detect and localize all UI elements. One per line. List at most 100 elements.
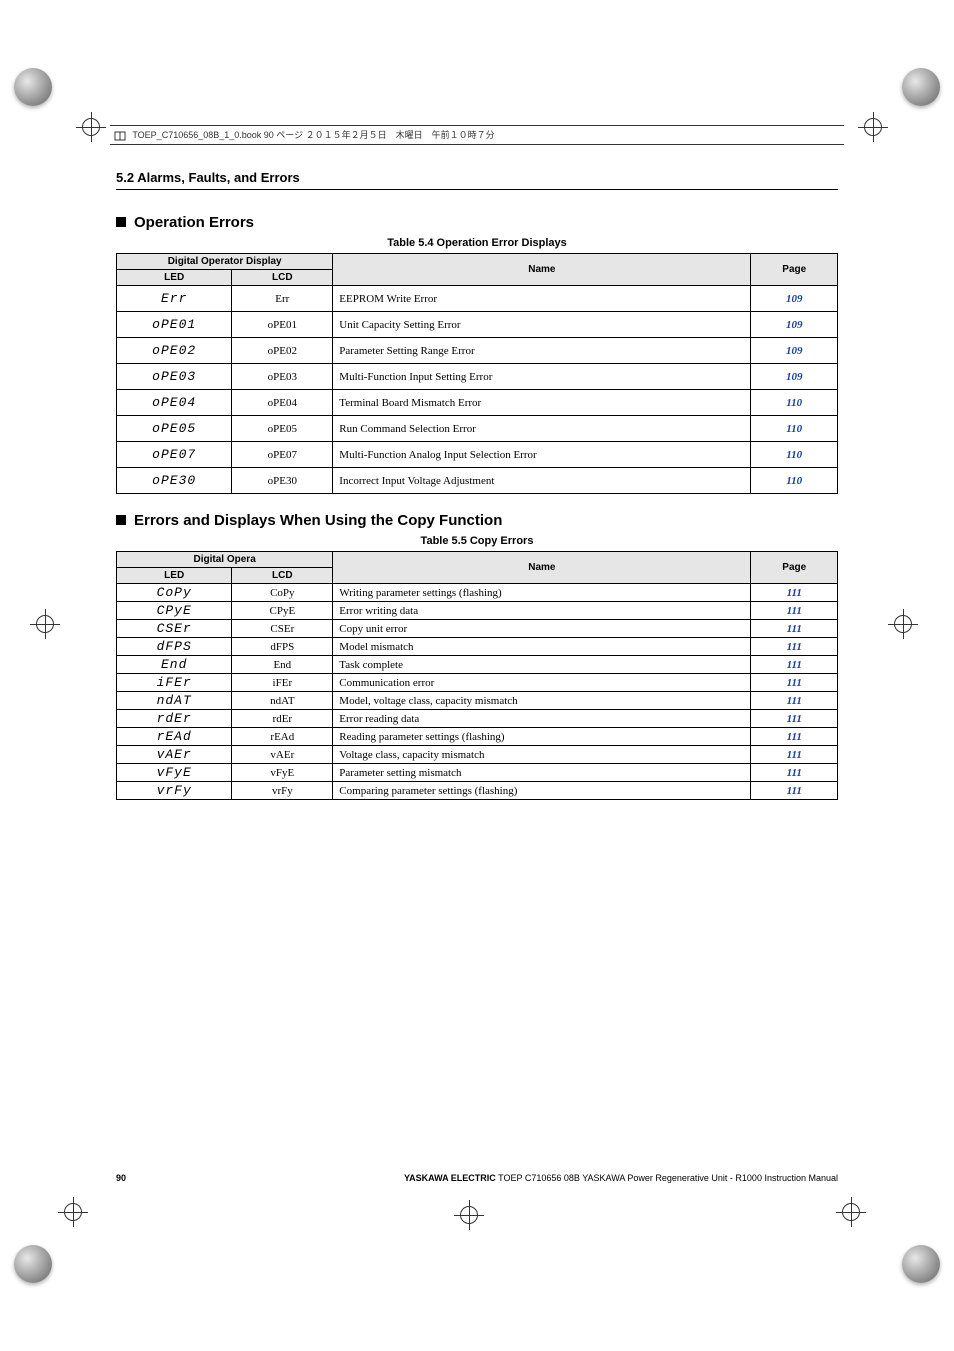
table-row: dFPSdFPSModel mismatch111 <box>117 638 838 656</box>
footer-doc-text: TOEP C710656 08B YASKAWA Power Regenerat… <box>496 1173 838 1183</box>
copy-error-table: Digital Opera Name Page LED LCD CoPyCoPy… <box>116 551 838 800</box>
page-link[interactable]: 111 <box>751 674 838 692</box>
table-row: oPE05oPE05Run Command Selection Error110 <box>117 416 838 442</box>
table-row: EndEndTask complete111 <box>117 656 838 674</box>
lcd-cell: dFPS <box>232 638 333 656</box>
led-cell: vFyE <box>117 764 232 782</box>
th-led: LED <box>117 270 232 286</box>
th-led: LED <box>117 568 232 584</box>
registration-mark <box>36 615 66 645</box>
table-row: oPE02oPE02Parameter Setting Range Error1… <box>117 338 838 364</box>
th-lcd: LCD <box>232 568 333 584</box>
table-row: CSErCSErCopy unit error111 <box>117 620 838 638</box>
page-content: 5.2 Alarms, Faults, and Errors Operation… <box>116 170 838 818</box>
led-cell: iFEr <box>117 674 232 692</box>
led-cell: End <box>117 656 232 674</box>
page-link[interactable]: 109 <box>751 312 838 338</box>
table-row: vFyEvFyEParameter setting mismatch111 <box>117 764 838 782</box>
th-page: Page <box>751 254 838 286</box>
page-link[interactable]: 111 <box>751 656 838 674</box>
crop-corner-tl <box>14 68 52 106</box>
name-cell: Incorrect Input Voltage Adjustment <box>333 468 751 494</box>
subheading-copy-errors: Errors and Displays When Using the Copy … <box>116 512 838 529</box>
page-link[interactable]: 110 <box>751 390 838 416</box>
page-link[interactable]: 111 <box>751 764 838 782</box>
name-cell: Communication error <box>333 674 751 692</box>
lcd-cell: rEAd <box>232 728 333 746</box>
table-row: oPE07oPE07Multi-Function Analog Input Se… <box>117 442 838 468</box>
page-link[interactable]: 110 <box>751 416 838 442</box>
registration-mark <box>894 615 924 645</box>
lcd-cell: ndAT <box>232 692 333 710</box>
table-row: vrFyvrFyComparing parameter settings (fl… <box>117 782 838 800</box>
operation-error-table: Digital Operator Display Name Page LED L… <box>116 253 838 494</box>
led-cell: vAEr <box>117 746 232 764</box>
page-link[interactable]: 111 <box>751 746 838 764</box>
name-cell: Multi-Function Analog Input Selection Er… <box>333 442 751 468</box>
lcd-cell: oPE04 <box>232 390 333 416</box>
led-cell: rdEr <box>117 710 232 728</box>
lcd-cell: vrFy <box>232 782 333 800</box>
subheading-text: Operation Errors <box>134 214 254 231</box>
page-link[interactable]: 111 <box>751 782 838 800</box>
square-bullet-icon <box>116 515 126 525</box>
led-cell: oPE01 <box>117 312 232 338</box>
led-cell: Err <box>117 286 232 312</box>
lcd-cell: Err <box>232 286 333 312</box>
table-row: rEAdrEAdReading parameter settings (flas… <box>117 728 838 746</box>
name-cell: Error writing data <box>333 602 751 620</box>
lcd-cell: CoPy <box>232 584 333 602</box>
name-cell: Writing parameter settings (flashing) <box>333 584 751 602</box>
th-group: Digital Operator Display <box>117 254 333 270</box>
registration-mark <box>864 118 894 148</box>
footer-brand: YASKAWA ELECTRIC <box>404 1173 496 1183</box>
lcd-cell: oPE01 <box>232 312 333 338</box>
page-link[interactable]: 111 <box>751 692 838 710</box>
table-row: vAErvAErVoltage class, capacity mismatch… <box>117 746 838 764</box>
lcd-cell: End <box>232 656 333 674</box>
page-link[interactable]: 111 <box>751 602 838 620</box>
led-cell: oPE07 <box>117 442 232 468</box>
table-caption-2: Table 5.5 Copy Errors <box>116 535 838 547</box>
page-footer: 90 YASKAWA ELECTRIC TOEP C710656 08B YAS… <box>116 1173 838 1183</box>
page-link[interactable]: 109 <box>751 338 838 364</box>
th-group: Digital Opera <box>117 552 333 568</box>
led-cell: rEAd <box>117 728 232 746</box>
lcd-cell: iFEr <box>232 674 333 692</box>
page-link[interactable]: 111 <box>751 710 838 728</box>
lcd-cell: rdEr <box>232 710 333 728</box>
led-cell: oPE30 <box>117 468 232 494</box>
led-cell: vrFy <box>117 782 232 800</box>
page-link[interactable]: 109 <box>751 286 838 312</box>
name-cell: Error reading data <box>333 710 751 728</box>
lcd-cell: oPE02 <box>232 338 333 364</box>
page-link[interactable]: 111 <box>751 620 838 638</box>
th-name: Name <box>333 254 751 286</box>
registration-mark <box>460 1206 490 1236</box>
page-link[interactable]: 111 <box>751 584 838 602</box>
page-link[interactable]: 111 <box>751 638 838 656</box>
lcd-cell: oPE05 <box>232 416 333 442</box>
led-cell: dFPS <box>117 638 232 656</box>
table-row: ndATndATModel, voltage class, capacity m… <box>117 692 838 710</box>
section-path: 5.2 Alarms, Faults, and Errors <box>116 170 838 190</box>
name-cell: Parameter Setting Range Error <box>333 338 751 364</box>
print-header: TOEP_C710656_08B_1_0.book 90 ページ ２０１５年２月… <box>110 125 844 145</box>
subheading-text: Errors and Displays When Using the Copy … <box>134 512 502 529</box>
page-link[interactable]: 110 <box>751 442 838 468</box>
table-row: oPE04oPE04Terminal Board Mismatch Error1… <box>117 390 838 416</box>
name-cell: Run Command Selection Error <box>333 416 751 442</box>
page-link[interactable]: 110 <box>751 468 838 494</box>
page-link[interactable]: 111 <box>751 728 838 746</box>
name-cell: Voltage class, capacity mismatch <box>333 746 751 764</box>
led-cell: oPE03 <box>117 364 232 390</box>
table-row: rdErrdErError reading data111 <box>117 710 838 728</box>
name-cell: Multi-Function Input Setting Error <box>333 364 751 390</box>
footer-doc: YASKAWA ELECTRIC TOEP C710656 08B YASKAW… <box>404 1173 838 1183</box>
registration-mark <box>842 1203 872 1233</box>
page-link[interactable]: 109 <box>751 364 838 390</box>
name-cell: Unit Capacity Setting Error <box>333 312 751 338</box>
square-bullet-icon <box>116 217 126 227</box>
table-row: oPE30oPE30Incorrect Input Voltage Adjust… <box>117 468 838 494</box>
th-name: Name <box>333 552 751 584</box>
